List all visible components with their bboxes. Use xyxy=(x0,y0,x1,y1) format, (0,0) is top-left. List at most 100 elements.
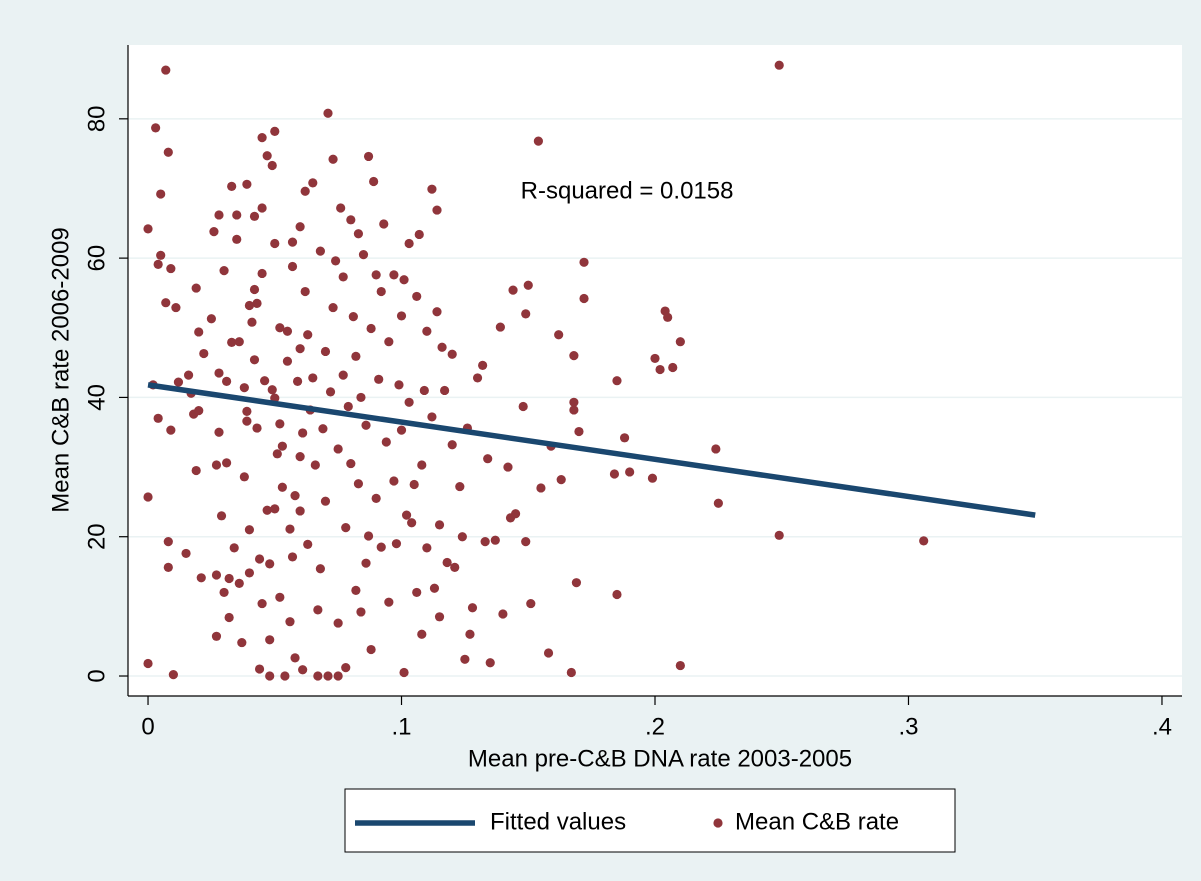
marks: R-squared = 0.0158 xyxy=(143,60,1036,681)
scatter-point xyxy=(328,154,338,164)
scatter-point xyxy=(414,229,424,240)
scatter-point xyxy=(199,348,209,359)
scatter-point xyxy=(270,126,280,136)
scatter-point xyxy=(536,483,546,493)
scatter-point xyxy=(295,506,305,516)
scatter-point xyxy=(308,373,318,383)
scatter-point xyxy=(320,496,331,506)
scatter-point xyxy=(257,203,267,213)
scatter-point xyxy=(422,543,432,553)
scatter-point xyxy=(285,524,295,534)
scatter-point xyxy=(209,227,219,237)
scatter-point xyxy=(363,531,374,541)
scatter-point xyxy=(358,250,369,260)
scatter-point xyxy=(196,573,206,583)
x-axis-title: Mean pre-C&B DNA rate 2003-2005 xyxy=(468,745,852,772)
scatter-point xyxy=(166,263,176,274)
scatter-point xyxy=(214,427,224,437)
scatter-point xyxy=(143,658,153,669)
scatter-point xyxy=(346,458,356,469)
scatter-point xyxy=(526,598,536,609)
scatter-point xyxy=(467,603,478,613)
scatter-point xyxy=(163,536,173,547)
grid xyxy=(128,118,1182,677)
scatter-point xyxy=(153,413,163,423)
scatter-point xyxy=(298,665,308,675)
scatter-point xyxy=(257,133,267,143)
scatter-point xyxy=(353,229,364,239)
scatter-point xyxy=(919,536,929,546)
scatter-point xyxy=(521,536,531,547)
scatter-point xyxy=(277,482,287,492)
scatter-point xyxy=(381,437,391,447)
scatter-point xyxy=(287,237,298,247)
scatter-point xyxy=(267,385,277,395)
scatter-point xyxy=(389,476,399,486)
scatter-point xyxy=(328,302,338,313)
scatter-point xyxy=(216,511,227,521)
scatter-point xyxy=(194,406,204,416)
scatter-point xyxy=(298,428,308,438)
plot-area xyxy=(128,45,1182,696)
scatter-point xyxy=(191,465,201,476)
scatter-point xyxy=(376,542,386,552)
scatter-point xyxy=(432,307,442,317)
scatter-point xyxy=(478,360,488,370)
scatter-point xyxy=(391,539,402,549)
annotation: R-squared = 0.0158 xyxy=(521,177,734,204)
x-tick-label: 0 xyxy=(141,713,154,740)
scatter-point xyxy=(265,559,275,569)
scatter-point xyxy=(434,612,445,622)
scatter-point xyxy=(295,222,305,232)
scatter-point xyxy=(183,370,194,380)
scatter-point xyxy=(211,631,222,641)
scatter-point xyxy=(450,562,460,572)
scatter-point xyxy=(287,552,298,562)
scatter-point xyxy=(427,184,437,194)
scatter-point xyxy=(429,583,440,593)
scatter-point xyxy=(569,351,579,361)
scatter-point xyxy=(447,349,457,359)
scatter-point xyxy=(396,425,407,435)
scatter-point xyxy=(143,224,153,234)
scatter-point xyxy=(252,423,262,433)
scatter-point xyxy=(574,426,584,437)
scatter-point xyxy=(280,671,290,681)
scatter-point xyxy=(417,629,427,639)
scatter-point xyxy=(472,373,483,383)
scatter-point xyxy=(244,568,255,578)
scatter-point xyxy=(310,460,320,470)
scatter-point xyxy=(356,392,366,403)
scatter-point xyxy=(675,337,685,347)
scatter-point xyxy=(191,283,201,293)
scatter-point xyxy=(267,160,277,171)
scatter-point xyxy=(412,291,422,302)
scatter-point xyxy=(341,523,351,533)
scatter-point xyxy=(224,612,234,623)
scatter-point xyxy=(384,337,394,347)
scatter-point xyxy=(153,259,163,269)
scatter-point xyxy=(625,467,635,477)
scatter-point xyxy=(249,284,260,295)
scatter-point xyxy=(239,383,249,393)
scatter-point xyxy=(214,210,224,220)
scatter-point xyxy=(510,509,521,519)
scatter-point xyxy=(227,181,237,191)
scatter-point xyxy=(219,266,229,276)
scatter-point xyxy=(417,460,427,470)
scatter-point xyxy=(399,667,409,678)
scatter-point xyxy=(277,441,287,451)
scatter-point xyxy=(275,592,285,602)
y-tick-label: 60 xyxy=(83,245,110,272)
scatter-point xyxy=(214,368,224,378)
scatter-point xyxy=(647,473,658,483)
scatter-point xyxy=(181,548,191,559)
scatter-point xyxy=(257,268,267,279)
scatter-point xyxy=(303,539,313,549)
scatter-point xyxy=(211,460,222,470)
scatter-point xyxy=(252,298,262,308)
scatter-point xyxy=(211,570,222,580)
scatter-point xyxy=(163,147,173,157)
scatter-point xyxy=(455,481,465,492)
scatter-point xyxy=(376,286,386,297)
